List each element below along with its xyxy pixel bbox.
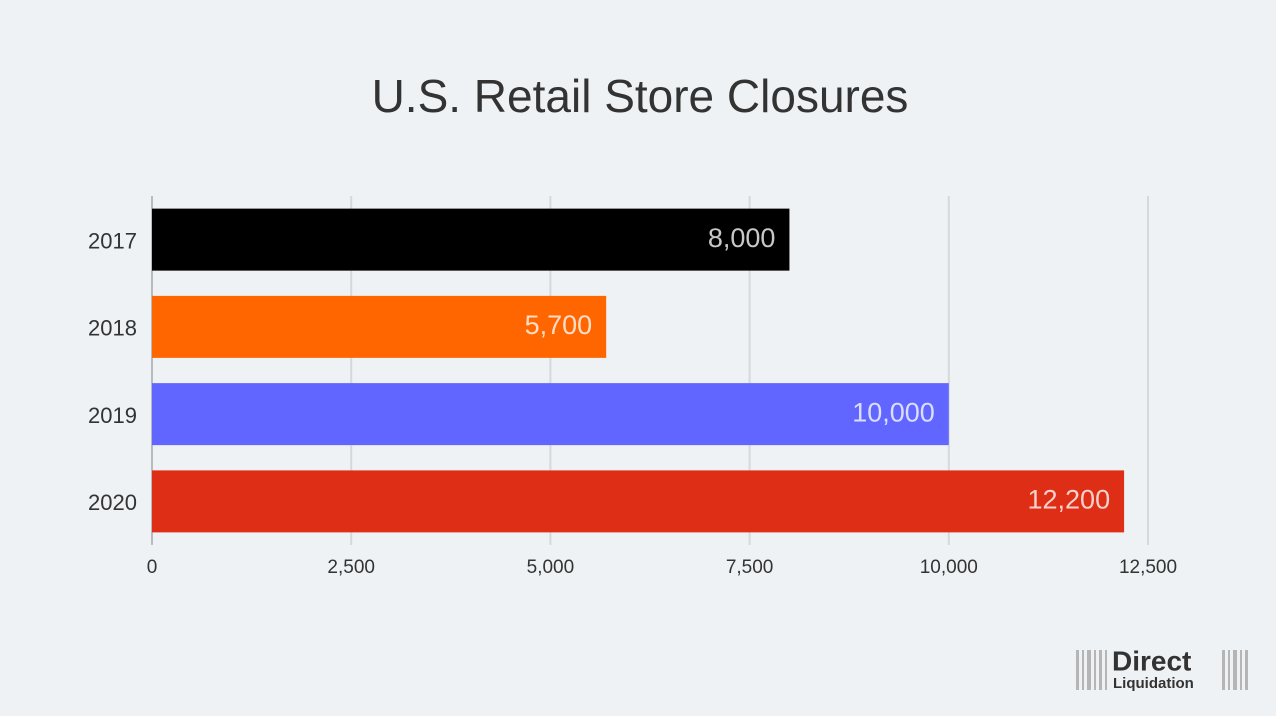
x-tick-label: 10,000 xyxy=(920,557,978,578)
value-label: 8,000 xyxy=(708,223,776,253)
x-tick-label: 0 xyxy=(147,557,158,578)
logo-line2: Liquidation xyxy=(1113,675,1194,692)
bar xyxy=(152,208,790,271)
value-label: 10,000 xyxy=(852,397,935,427)
logo-barcode xyxy=(1076,650,1248,690)
chart-title: U.S. Retail Store Closures xyxy=(372,70,909,122)
bar xyxy=(152,295,607,358)
x-tick-label: 5,000 xyxy=(527,557,575,578)
bar xyxy=(152,383,949,446)
value-label: 12,200 xyxy=(1028,485,1111,515)
logo: Direct Liquidation xyxy=(1076,645,1248,692)
y-tick-label: 2017 xyxy=(88,228,137,253)
x-tick-label: 7,500 xyxy=(726,557,774,578)
bar xyxy=(152,470,1125,533)
y-tick-label: 2018 xyxy=(88,316,137,341)
x-tick-label: 12,500 xyxy=(1119,557,1177,578)
y-tick-label: 2019 xyxy=(88,403,137,428)
value-label: 5,700 xyxy=(525,310,593,340)
y-tick-label: 2020 xyxy=(88,490,137,515)
logo-line1: Direct xyxy=(1112,645,1191,676)
x-tick-label: 2,500 xyxy=(327,557,375,578)
